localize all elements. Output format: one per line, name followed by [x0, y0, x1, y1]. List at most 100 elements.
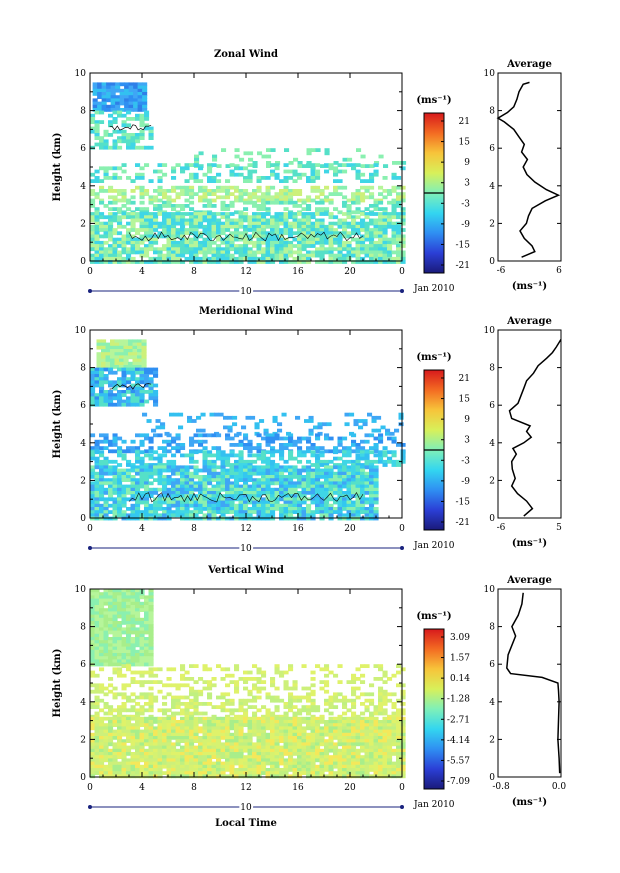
heatmap-cell	[220, 468, 226, 473]
heatmap-cell	[229, 494, 235, 498]
heatmap-cell	[297, 256, 303, 261]
heatmap-cell	[342, 244, 348, 248]
heatmap-cell	[364, 237, 370, 242]
heatmap-cell	[207, 720, 213, 724]
heatmap-cell	[319, 491, 325, 495]
heatmap-cell	[256, 221, 262, 226]
heatmap-cell	[121, 605, 127, 609]
heatmap-cell	[110, 85, 116, 90]
heatmap-cell	[328, 260, 334, 264]
heatmap-cell	[126, 611, 132, 616]
heatmap-cell	[207, 739, 213, 743]
heatmap-cell	[148, 736, 154, 740]
heatmap-cell	[283, 163, 289, 167]
heatmap-cell	[342, 702, 348, 706]
heatmap-cell	[144, 465, 150, 470]
heatmap-cell	[337, 494, 343, 498]
heatmap-cell	[103, 643, 109, 648]
heatmap-cell	[211, 231, 217, 236]
heatmap-cell	[315, 433, 321, 438]
heatmap-cell	[216, 465, 222, 470]
heatmap-cell	[171, 198, 177, 203]
heatmap-cell	[90, 714, 96, 719]
heatmap-cell	[400, 166, 406, 171]
heatmap-cell	[261, 459, 267, 464]
heatmap-cell	[306, 151, 312, 156]
heatmap-cell	[396, 711, 402, 716]
heatmap-cell	[364, 179, 370, 183]
heatmap-cell	[225, 692, 231, 697]
heatmap-cell	[148, 396, 154, 401]
heatmap-cell	[137, 365, 143, 369]
heatmap-cell	[112, 166, 118, 171]
heatmap-cell	[301, 664, 307, 668]
heatmap-cell	[94, 120, 100, 124]
heatmap-cell	[382, 673, 388, 678]
heatmap-cell	[378, 692, 384, 697]
heatmap-cell	[126, 714, 132, 719]
heatmap-cell	[351, 231, 357, 236]
heatmap-cell	[112, 640, 118, 644]
heatmap-cell	[153, 396, 159, 401]
contour-line	[128, 231, 364, 242]
heatmap-cell	[128, 352, 134, 356]
heatmap-cell	[292, 683, 298, 688]
heatmap-cell	[297, 439, 303, 444]
heatmap-cell	[202, 218, 208, 223]
heatmap-cell	[369, 513, 375, 518]
heatmap-cell	[175, 723, 181, 727]
heatmap-cell	[153, 465, 159, 470]
heatmap-cell	[234, 487, 240, 492]
heatmap-cell	[392, 161, 398, 165]
heatmap-cell	[369, 231, 375, 236]
heatmap-cell	[135, 139, 141, 144]
heatmap-cell	[171, 720, 177, 724]
heatmap-cell	[106, 85, 112, 90]
heatmap-cell	[216, 433, 222, 438]
heatmap-cell	[99, 720, 105, 724]
heatmap-cell	[135, 117, 141, 121]
heatmap-cell	[121, 595, 127, 600]
heatmap-cell	[153, 491, 159, 495]
heatmap-cell	[99, 624, 105, 628]
heatmap-cell	[139, 459, 145, 464]
heatmap-cell	[247, 494, 253, 498]
heatmap-cell	[148, 589, 154, 593]
heatmap-cell	[142, 104, 148, 109]
heatmap-cell	[256, 237, 262, 242]
heatmap-cell	[238, 705, 244, 709]
heatmap-cell	[121, 659, 127, 664]
heatmap-cell	[94, 494, 100, 498]
heatmap-cell	[306, 446, 312, 450]
heatmap-cell	[144, 234, 150, 239]
heatmap-cell	[347, 157, 353, 162]
heatmap-cell	[112, 598, 118, 603]
heatmap-cell	[333, 456, 339, 461]
heatmap-cell	[103, 380, 109, 385]
heatmap-cell	[373, 453, 379, 458]
heatmap-cell	[229, 450, 235, 455]
heatmap-cell	[369, 714, 375, 719]
heatmap-cell	[126, 198, 132, 203]
heatmap-cell	[306, 732, 312, 737]
heatmap-cell	[261, 240, 267, 245]
heatmap-cell	[382, 189, 388, 193]
heatmap-cell	[153, 729, 159, 734]
heatmap-cell	[207, 247, 213, 252]
heatmap-cell	[310, 163, 316, 167]
heatmap-cell	[310, 189, 316, 193]
heatmap-cell	[117, 649, 123, 654]
heatmap-cell	[110, 92, 116, 96]
heatmap-cell	[328, 507, 334, 511]
heatmap-cell	[373, 739, 379, 743]
heatmap-cell	[135, 614, 141, 619]
heatmap-cell	[315, 716, 321, 721]
heatmap-cell	[103, 176, 109, 180]
heatmap-cell	[211, 497, 217, 502]
heatmap-cell	[220, 260, 226, 264]
heatmap-cell	[202, 475, 208, 479]
heatmap-cell	[171, 189, 177, 193]
heatmap-cell	[351, 711, 357, 716]
heatmap-cell	[115, 95, 121, 99]
heatmap-cell	[396, 714, 402, 719]
